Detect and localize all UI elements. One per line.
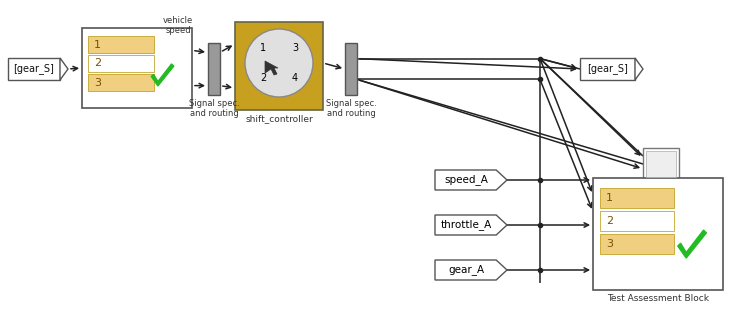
Bar — [600, 188, 674, 208]
Bar — [8, 58, 60, 80]
Bar — [580, 58, 635, 80]
Text: 4: 4 — [292, 73, 298, 83]
Text: [gear_S]: [gear_S] — [587, 64, 628, 75]
Text: 1: 1 — [606, 193, 613, 203]
Text: throttle_A: throttle_A — [441, 219, 493, 230]
Text: 2: 2 — [260, 73, 266, 83]
Bar — [88, 36, 154, 53]
Bar — [646, 151, 676, 177]
Text: Test Assessment Block: Test Assessment Block — [607, 294, 709, 303]
Text: vehicle
speed: vehicle speed — [163, 16, 193, 35]
Polygon shape — [435, 170, 507, 190]
Bar — [208, 43, 220, 95]
Polygon shape — [151, 64, 174, 86]
Bar — [593, 178, 723, 290]
Bar — [235, 22, 323, 110]
Bar — [643, 148, 679, 180]
Polygon shape — [635, 58, 643, 80]
Polygon shape — [435, 260, 507, 280]
Text: 3: 3 — [292, 43, 298, 53]
Text: Signal spec.
and routing: Signal spec. and routing — [326, 99, 376, 118]
Text: 3: 3 — [94, 78, 101, 87]
Text: [gear_S]: [gear_S] — [14, 64, 54, 75]
Bar — [345, 43, 357, 95]
Text: speed_A: speed_A — [444, 175, 489, 185]
Text: 2: 2 — [94, 58, 101, 69]
Polygon shape — [60, 58, 68, 80]
Polygon shape — [265, 61, 278, 75]
Bar — [600, 211, 674, 231]
Bar — [82, 28, 192, 108]
Text: 1: 1 — [94, 40, 101, 50]
Text: gear_A: gear_A — [449, 265, 485, 276]
Polygon shape — [678, 230, 706, 258]
Text: 1: 1 — [260, 43, 266, 53]
Bar — [600, 234, 674, 254]
Text: 2: 2 — [606, 216, 613, 226]
Text: shift_controller: shift_controller — [245, 114, 313, 123]
Text: Signal spec.
and routing: Signal spec. and routing — [189, 99, 239, 118]
Polygon shape — [435, 215, 507, 235]
Bar — [88, 74, 154, 91]
Text: 3: 3 — [606, 239, 613, 249]
Circle shape — [245, 29, 313, 97]
Bar — [88, 55, 154, 72]
